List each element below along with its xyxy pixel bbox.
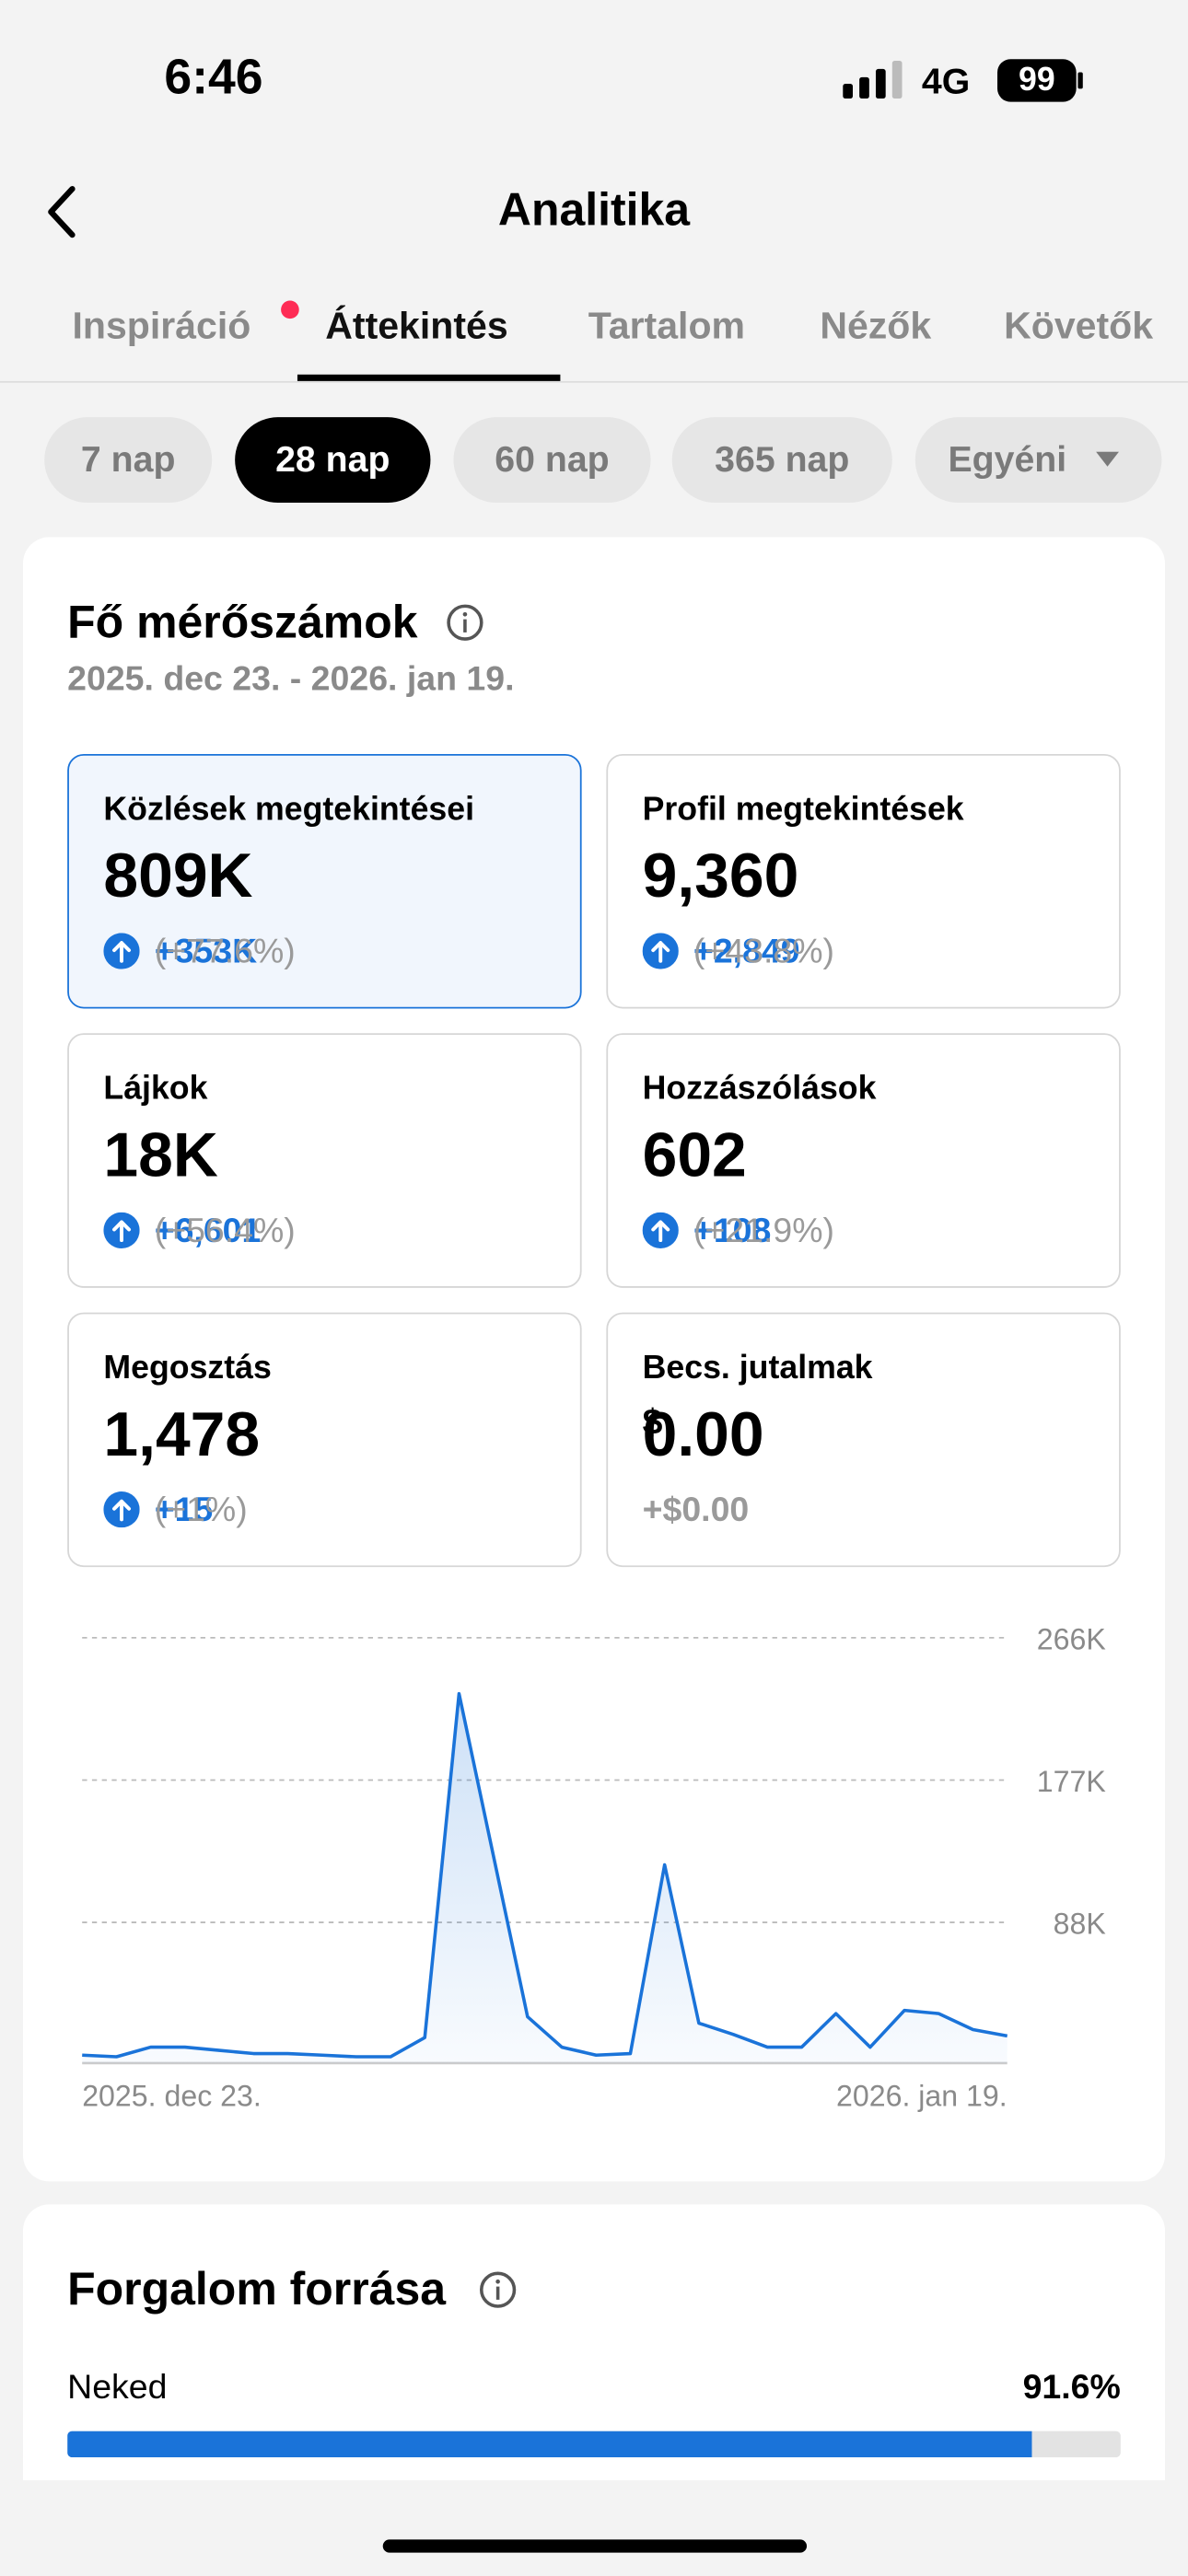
- metric-change-row: +6,601 (+56.4%): [103, 1212, 296, 1252]
- metric-change: +353K: [154, 933, 258, 971]
- metric-tile[interactable]: Megosztás 1,478 +15 (+1%): [67, 1312, 582, 1568]
- metric-change: +$0.00: [642, 1491, 750, 1530]
- up-icon: [642, 933, 679, 969]
- metric-label: Profil megtekintések: [642, 791, 964, 829]
- info-icon[interactable]: [446, 603, 485, 643]
- bottom-area: [0, 2480, 1188, 2576]
- y-tick-label: 177K: [1037, 1765, 1107, 1798]
- page-title: Analitika: [497, 183, 691, 236]
- metric-change-row: +108 (+21.9%): [642, 1212, 834, 1252]
- metric-value: 809K: [103, 842, 253, 912]
- section-title: Fő mérőszámok: [67, 596, 418, 647]
- up-icon: [103, 1212, 140, 1248]
- metric-change: +108: [693, 1212, 772, 1250]
- tab-indicator: [297, 374, 561, 381]
- metric-value: 1,478: [103, 1400, 261, 1470]
- metric-change: +15: [154, 1491, 214, 1530]
- metric-value: 602: [642, 1121, 747, 1191]
- battery-tip: [1077, 72, 1083, 89]
- x-tick-label: 2025. dec 23.: [82, 2079, 262, 2112]
- status-time: 6:46: [164, 51, 263, 106]
- area: [82, 1693, 1007, 2063]
- traffic-card: [22, 2204, 1165, 2534]
- metric-percent: (+56.4%): [154, 1212, 296, 1250]
- progress-track: [67, 2431, 1121, 2458]
- metric-label: Lájkok: [103, 1071, 208, 1108]
- chart: 88K 177K 266K 2025. dec 23. 2026. jan 19.: [82, 1622, 1107, 2112]
- battery: 99: [997, 59, 1077, 102]
- tab[interactable]: Áttekintés: [325, 304, 508, 347]
- up-icon: [103, 933, 140, 969]
- metric-change-row: +15 (+1%): [103, 1491, 248, 1531]
- period-chip[interactable]: 60 nap: [453, 417, 651, 503]
- section-title: Forgalom forrása: [67, 2263, 447, 2315]
- signal-icon: [843, 61, 903, 99]
- metric-label: Becs. jutalmak: [642, 1350, 873, 1387]
- traffic-value: 91.6%: [1022, 2368, 1121, 2407]
- dropdown-arrow: [1096, 451, 1120, 467]
- line: [82, 1691, 1008, 2059]
- date-range: 2025. dec 23. - 2026. jan 19.: [67, 660, 515, 699]
- metric-percent: (+77.6%): [154, 933, 296, 971]
- metric-value: 0.00: [642, 1400, 764, 1470]
- metric-change: +2,849: [693, 933, 800, 971]
- tab[interactable]: Követők: [1004, 304, 1154, 347]
- y-tick-label: 266K: [1037, 1622, 1107, 1655]
- tab[interactable]: Inspiráció: [72, 304, 251, 347]
- metric-tile[interactable]: Hozzászólások 602 +108 (+21.9%): [606, 1033, 1121, 1288]
- x-tick-label: 2026. jan 19.: [836, 2079, 1007, 2112]
- metric-value: 18K: [103, 1121, 218, 1191]
- metric-percent: (+21.9%): [693, 1212, 835, 1250]
- metric-percent: (+43.8%): [693, 933, 835, 971]
- metric-label: Közlések megtekintései: [103, 791, 475, 829]
- metric-label: Hozzászólások: [642, 1071, 877, 1108]
- tab[interactable]: Nézők: [820, 304, 932, 347]
- up-icon: [642, 1212, 679, 1248]
- progress-fill: [67, 2431, 1032, 2458]
- traffic-label: Neked: [67, 2368, 168, 2407]
- period-chip[interactable]: Egyéni: [914, 417, 1162, 503]
- metric-tile[interactable]: Közlések megtekintései 809K +353K (+77.6%): [67, 753, 582, 1009]
- y-tick-label: 88K: [1054, 1908, 1107, 1941]
- metric-value: 9,360: [642, 842, 799, 912]
- metric-change-row: +353K (+77.6%): [103, 933, 296, 972]
- period-chip[interactable]: 365 nap: [671, 417, 892, 503]
- metric-change-row: +2,849 (+43.8%): [642, 933, 834, 972]
- metric-label: Megosztás: [103, 1350, 272, 1387]
- tab[interactable]: Tartalom: [588, 304, 746, 347]
- currency: $: [642, 1400, 663, 1443]
- metric-tile[interactable]: Becs. jutalmak $0.00 +$0.00: [606, 1312, 1121, 1568]
- metric-change: +6,601: [154, 1212, 262, 1250]
- status-network: 4G: [921, 61, 971, 102]
- info-icon[interactable]: [478, 2270, 518, 2310]
- metric-tile[interactable]: Lájkok 18K +6,601 (+56.4%): [67, 1033, 582, 1288]
- metric-percent: (+1%): [154, 1491, 248, 1530]
- metric-tile[interactable]: Profil megtekintések 9,360 +2,849 (+43.8%): [606, 753, 1121, 1009]
- back-button[interactable]: [40, 184, 89, 240]
- home-indicator: [382, 2539, 808, 2553]
- up-icon: [103, 1491, 140, 1528]
- period-chip[interactable]: 28 nap: [235, 417, 431, 503]
- divider: [0, 380, 1188, 383]
- period-chip[interactable]: 7 nap: [44, 417, 213, 503]
- notification-dot: [281, 300, 299, 319]
